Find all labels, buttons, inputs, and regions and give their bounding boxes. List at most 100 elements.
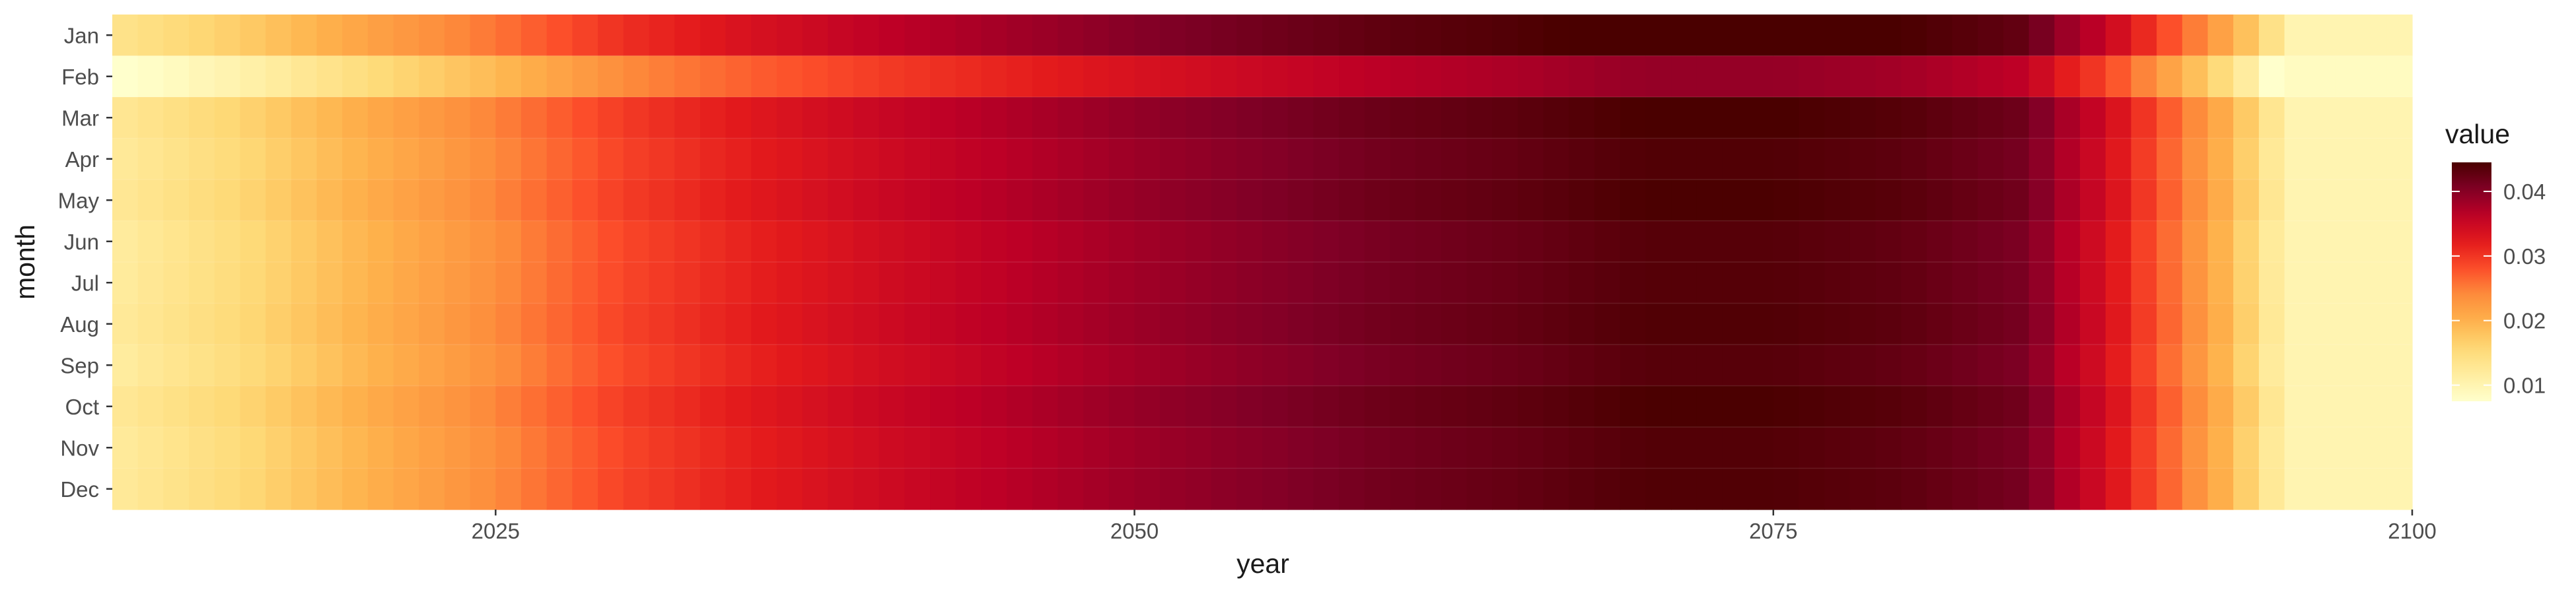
heatmap-cell bbox=[1007, 262, 1033, 304]
heatmap-cell bbox=[163, 385, 190, 428]
heatmap-cell bbox=[2054, 97, 2081, 139]
heatmap-cell bbox=[828, 303, 854, 345]
heatmap-cell bbox=[1594, 15, 1621, 57]
heatmap-cell bbox=[470, 180, 496, 222]
heatmap-cell bbox=[1032, 15, 1059, 57]
heatmap-cell bbox=[1696, 138, 1723, 180]
heatmap-cell bbox=[2361, 15, 2387, 57]
heatmap-cell bbox=[1032, 427, 1059, 469]
heatmap-cell bbox=[291, 220, 318, 263]
heatmap-cell bbox=[2105, 262, 2132, 304]
heatmap-cell bbox=[1185, 262, 1212, 304]
heatmap-cell bbox=[1415, 15, 1442, 57]
heatmap-cell bbox=[189, 303, 215, 345]
heatmap-cell bbox=[2284, 345, 2310, 387]
heatmap-cell bbox=[2335, 138, 2362, 180]
heatmap-cell bbox=[1108, 262, 1135, 304]
heatmap-cell bbox=[981, 345, 1007, 387]
heatmap-cell bbox=[495, 345, 522, 387]
heatmap-cell bbox=[214, 180, 241, 222]
heatmap-cell bbox=[240, 427, 266, 469]
heatmap-cell bbox=[828, 468, 854, 510]
heatmap-cell bbox=[1083, 385, 1110, 428]
heatmap-cell bbox=[1211, 385, 1237, 428]
heatmap-cell bbox=[2028, 55, 2055, 98]
heatmap-cell bbox=[470, 427, 496, 469]
heatmap-cell bbox=[1671, 468, 1698, 510]
heatmap-cell bbox=[649, 15, 675, 57]
heatmap-cell bbox=[1415, 55, 1442, 98]
heatmap-cell bbox=[1722, 138, 1748, 180]
heatmap-cell bbox=[1415, 262, 1442, 304]
heatmap-cell bbox=[214, 55, 241, 98]
heatmap-cell bbox=[1134, 385, 1161, 428]
heatmap-cell bbox=[1339, 97, 1365, 139]
heatmap-cell bbox=[1415, 138, 1442, 180]
heatmap-cell bbox=[2003, 180, 2030, 222]
heatmap-cell bbox=[699, 345, 727, 387]
heatmap-cell bbox=[1722, 427, 1748, 469]
heatmap-cell bbox=[878, 180, 905, 222]
heatmap-cell bbox=[1466, 262, 1493, 304]
heatmap-cell bbox=[2361, 303, 2387, 345]
heatmap-cell bbox=[1824, 427, 1851, 469]
heatmap-cell bbox=[878, 345, 905, 387]
heatmap-cell bbox=[316, 220, 343, 263]
heatmap-cell bbox=[598, 345, 624, 387]
heatmap-cell bbox=[2284, 385, 2310, 428]
heatmap-cell bbox=[2361, 345, 2387, 387]
heatmap-cell bbox=[1722, 15, 1748, 57]
heatmap-cell bbox=[444, 97, 471, 139]
heatmap-cell bbox=[1824, 138, 1851, 180]
heatmap-cell bbox=[1007, 468, 1033, 510]
heatmap-cell bbox=[1569, 220, 1595, 263]
heatmap-cell bbox=[1671, 385, 1698, 428]
heatmap-cell bbox=[1875, 262, 1902, 304]
heatmap-cell bbox=[393, 97, 419, 139]
heatmap-cell bbox=[1875, 180, 1902, 222]
heatmap-cell bbox=[904, 345, 931, 387]
heatmap-cell bbox=[2131, 468, 2157, 510]
heatmap-cell bbox=[1466, 55, 1493, 98]
heatmap-cell bbox=[1492, 15, 1519, 57]
heatmap-cell bbox=[419, 220, 445, 263]
heatmap-cell bbox=[2335, 468, 2362, 510]
heatmap-cell bbox=[1671, 97, 1698, 139]
heatmap-cell bbox=[1134, 303, 1161, 345]
heatmap-cell bbox=[1032, 262, 1059, 304]
heatmap-cell bbox=[751, 262, 777, 304]
heatmap-cell bbox=[828, 385, 854, 428]
heatmap-cell bbox=[266, 427, 292, 469]
heatmap-cell bbox=[2028, 468, 2055, 510]
heatmap-cell bbox=[316, 385, 343, 428]
heatmap-cell bbox=[699, 427, 727, 469]
heatmap-cell bbox=[598, 55, 624, 98]
heatmap-cell bbox=[674, 427, 701, 469]
heatmap-cell bbox=[2284, 97, 2310, 139]
heatmap-cell bbox=[1185, 97, 1212, 139]
heatmap-cell bbox=[1926, 262, 1953, 304]
heatmap-cell bbox=[367, 15, 394, 57]
heatmap-cell bbox=[1108, 55, 1135, 98]
heatmap-cell bbox=[1517, 427, 1544, 469]
heatmap-cell bbox=[2105, 138, 2132, 180]
x-tick-label: 2100 bbox=[2388, 519, 2436, 543]
legend-tick-label: 0.03 bbox=[2503, 244, 2546, 269]
heatmap-cell bbox=[1978, 385, 2004, 428]
heatmap-cell bbox=[367, 97, 394, 139]
heatmap-cell bbox=[2233, 55, 2260, 98]
heatmap-cell bbox=[2028, 385, 2055, 428]
heatmap-cell bbox=[1748, 220, 1774, 263]
heatmap-cell bbox=[112, 138, 139, 180]
heatmap-cell bbox=[266, 97, 292, 139]
heatmap-cell bbox=[1083, 262, 1110, 304]
heatmap-cell bbox=[2157, 385, 2183, 428]
heatmap-cell bbox=[393, 345, 419, 387]
heatmap-cell bbox=[163, 138, 190, 180]
heatmap-cell bbox=[2131, 15, 2157, 57]
heatmap-cell bbox=[1773, 55, 1800, 98]
heatmap-cell bbox=[444, 15, 471, 57]
heatmap-cell bbox=[2361, 220, 2387, 263]
heatmap-cell bbox=[2258, 15, 2285, 57]
